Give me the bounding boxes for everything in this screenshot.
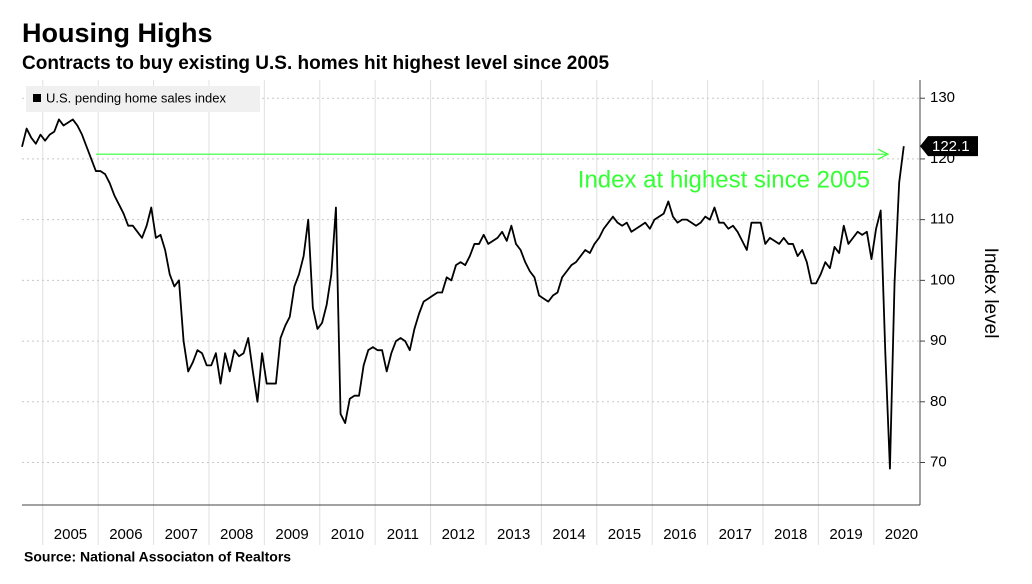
- x-tick-label: 2006: [109, 526, 142, 543]
- annotation: Index at highest since 2005: [578, 167, 870, 194]
- legend-label: U.S. pending home sales index: [46, 90, 226, 105]
- chart-title: Housing Highs: [22, 18, 213, 48]
- x-tick-label: 2016: [663, 526, 696, 543]
- legend-box: [26, 86, 260, 112]
- y-tick-label: 70: [930, 453, 947, 470]
- y-tick-label: 80: [930, 393, 947, 410]
- x-tick-label: 2020: [885, 526, 918, 543]
- chart-subtitle: Contracts to buy existing U.S. homes hit…: [22, 53, 609, 74]
- x-tick-label: 2015: [608, 526, 641, 543]
- x-tick-label: 2014: [552, 526, 585, 543]
- x-tick-label: 2018: [774, 526, 807, 543]
- x-tick-label: 2007: [165, 526, 198, 543]
- x-tick-label: 2008: [220, 526, 253, 543]
- y-tick-label: 90: [930, 332, 947, 349]
- y-tick-label: 130: [930, 89, 955, 106]
- x-tick-label: 2012: [442, 526, 475, 543]
- legend-swatch: [33, 94, 41, 102]
- y-tick-label: 110: [930, 211, 954, 228]
- y-tick-label: 100: [930, 271, 955, 288]
- y-axis-label: Index level: [980, 248, 1001, 339]
- x-tick-label: 2010: [331, 526, 364, 543]
- x-tick-label: 2013: [497, 526, 530, 543]
- line: [21, 118, 905, 470]
- last-value-tag: [920, 136, 978, 157]
- source: Source: National Associaton of Realtors: [24, 549, 291, 565]
- arrow-head: [877, 148, 890, 160]
- last-value-label: 122.1: [932, 138, 970, 155]
- x-tick-label: 2011: [387, 526, 419, 543]
- x-tick-label: 2017: [719, 526, 752, 543]
- x-tick-label: 2005: [54, 526, 87, 543]
- x-tick-label: 2009: [275, 526, 308, 543]
- x-tick-label: 2019: [829, 526, 862, 543]
